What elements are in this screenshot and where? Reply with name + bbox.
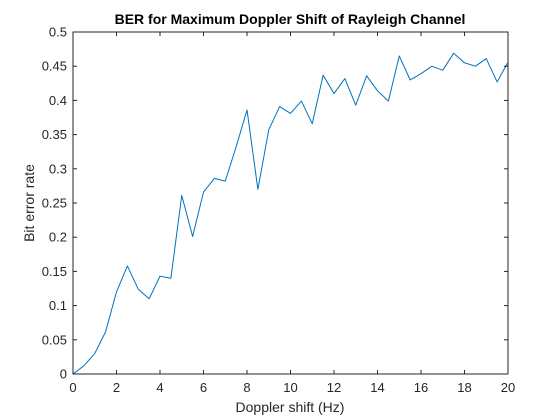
y-tick-label: 0.2: [49, 230, 67, 245]
x-axis-label: Doppler shift (Hz): [236, 399, 345, 415]
y-axis-label: Bit error rate: [21, 164, 37, 242]
y-tick-label: 0: [60, 367, 67, 382]
y-tick-label: 0.35: [42, 127, 67, 142]
y-axis-ticks: 0 0.05 0.1 0.15 0.2 0.25 0.3 0.35 0.4 0.45 0.5: [42, 25, 508, 382]
x-tick-label: 20: [501, 380, 515, 395]
y-tick-label: 0.05: [42, 332, 67, 347]
x-tick-label: 10: [283, 380, 297, 395]
x-tick-label: 4: [156, 380, 163, 395]
x-tick-label: 6: [200, 380, 207, 395]
chart-title: BER for Maximum Doppler Shift of Rayleig…: [115, 11, 466, 27]
plot-area: [72, 31, 509, 375]
x-axis-ticks: 0 2 4 6 8 10 12 14 16 18 20: [69, 32, 515, 395]
x-tick-label: 18: [457, 380, 471, 395]
axes-box: [72, 31, 509, 375]
y-tick-label: 0.3: [49, 161, 67, 176]
y-tick-label: 0.5: [49, 25, 67, 40]
x-tick-label: 8: [243, 380, 250, 395]
y-tick-label: 0.25: [42, 196, 67, 211]
x-tick-label: 2: [113, 380, 120, 395]
x-tick-label: 12: [327, 380, 341, 395]
y-tick-label: 0.1: [49, 298, 67, 313]
y-tick-label: 0.45: [42, 59, 67, 74]
series-line: [72, 52, 509, 375]
y-tick-label: 0.15: [42, 264, 67, 279]
x-tick-label: 14: [370, 380, 384, 395]
y-tick-label: 0.4: [49, 93, 67, 108]
x-tick-label: 0: [69, 380, 76, 395]
x-tick-label: 16: [414, 380, 428, 395]
